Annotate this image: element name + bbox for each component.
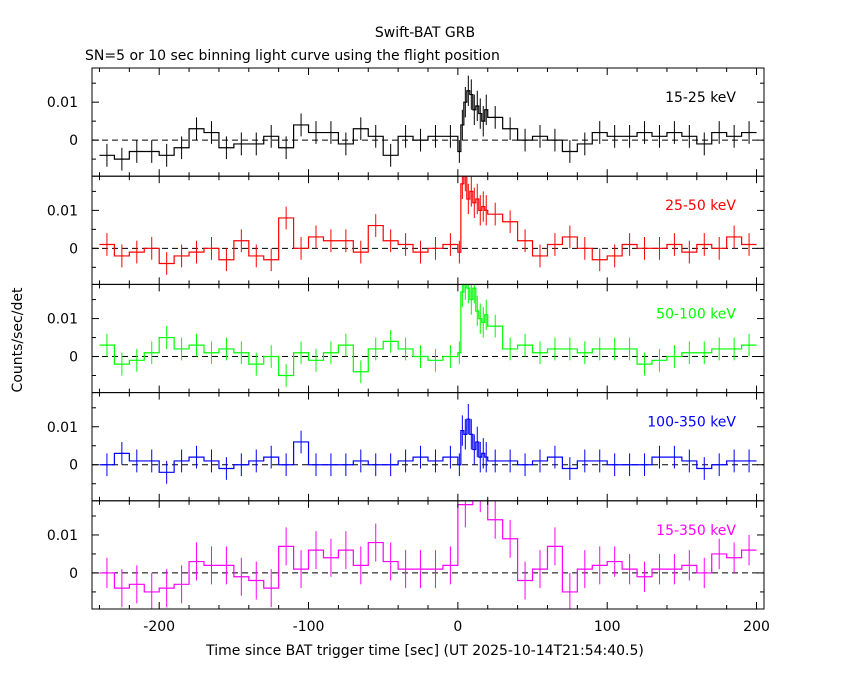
y-tick-label: 0.01 [47,528,78,544]
y-tick-label: 0.01 [47,312,78,328]
x-tick-label: 100 [594,619,621,635]
y-tick-label: 0 [69,566,78,582]
y-tick-label: 0 [69,133,78,149]
series-step-line [99,284,757,377]
panel-frame [91,67,765,177]
y-tick-label: 0.01 [47,203,78,219]
panel-frame [91,175,765,285]
y-tick-label: 0.01 [47,95,78,111]
band-label: 15-350 keV [656,523,736,539]
panel-frame [91,500,765,610]
x-tick-label: -200 [143,619,175,635]
y-tick-label: 0 [69,241,78,257]
y-axis-label: Counts/sec/det [10,287,26,392]
band-label: 15-25 keV [665,90,736,106]
x-tick-label: 200 [743,619,770,635]
y-tick-label: 0 [69,458,78,474]
x-axis-label: Time since BAT trigger time [sec] (UT 20… [205,643,644,659]
panel-frame [91,392,765,502]
panel-frame [91,283,765,394]
x-tick-label: -100 [293,619,325,635]
chart-subtitle: SN=5 or 10 sec binning light curve using… [85,48,500,64]
band-label: 100-350 keV [647,415,736,431]
chart-title: Swift-BAT GRB [375,25,475,41]
series-step-line [99,90,757,160]
band-label: 50-100 keV [656,306,736,322]
y-tick-label: 0 [69,350,78,366]
panels-group: 0 0.01 15-25 keV 0 0.01 25-50 keV 0 0.01 50-100 … [47,67,770,635]
panel-0 [92,75,764,171]
band-label: 25-50 keV [665,198,736,214]
y-tick-label: 0.01 [47,420,78,436]
panel-4 [92,500,764,609]
panel-1 [92,176,764,275]
panel-3 [92,403,764,484]
x-tick-label: 0 [453,619,462,635]
series-step-line [99,176,757,265]
panel-2 [92,284,764,387]
